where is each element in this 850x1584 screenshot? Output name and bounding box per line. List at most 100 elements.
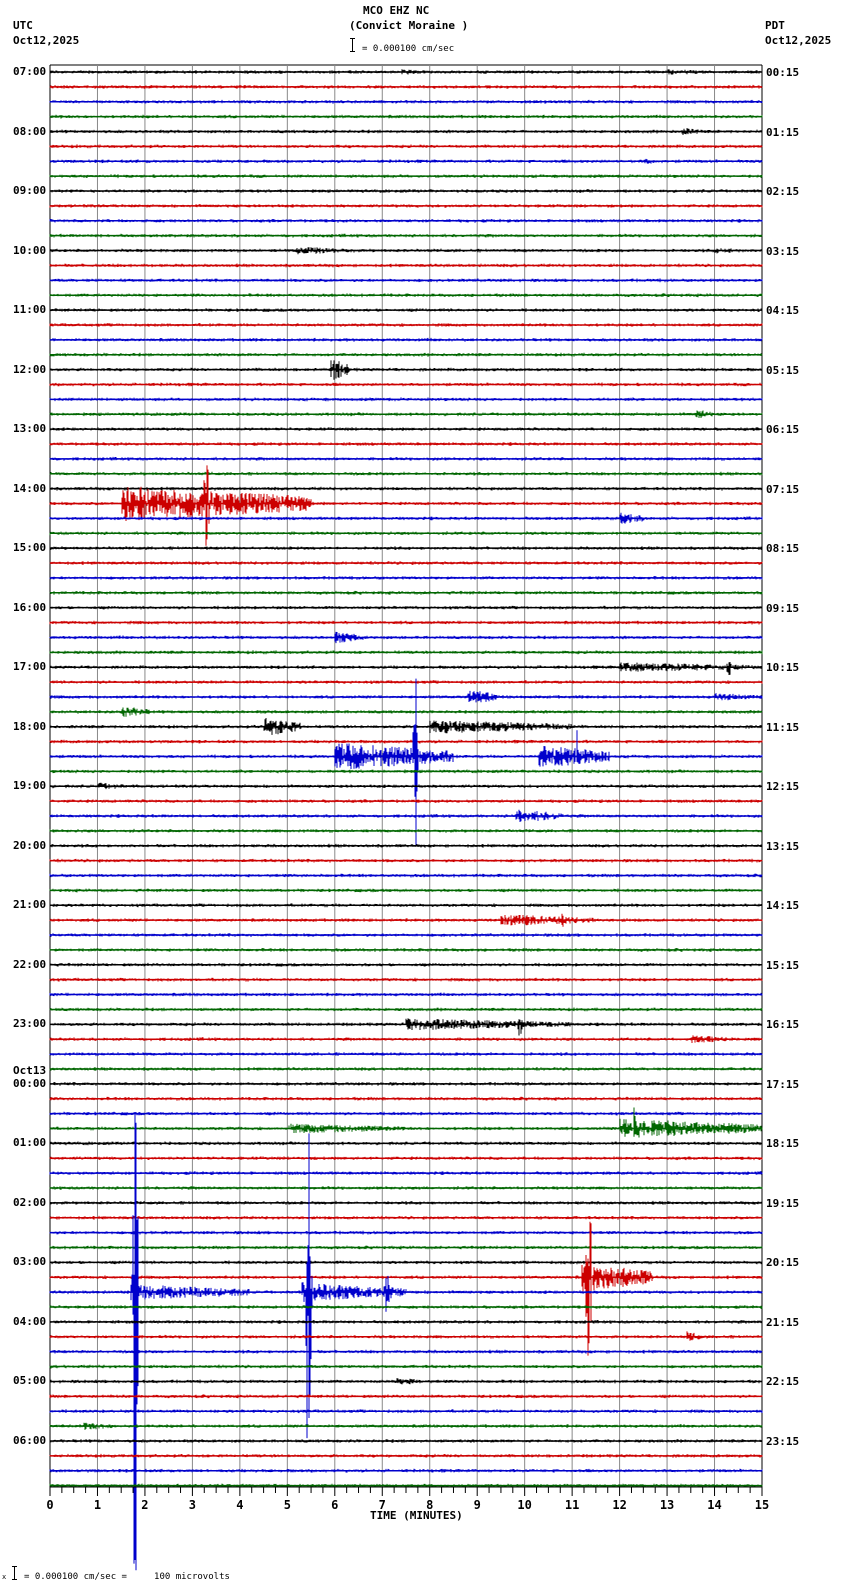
x-axis-label: TIME (MINUTES) [370,1509,463,1522]
trace-row [49,1200,763,1205]
utc-hour-label: 20:00 [13,838,47,852]
trace-row [49,382,763,387]
trace-row [49,323,763,327]
trace-row [49,247,763,255]
trace-row [49,1453,763,1458]
trace-row [49,144,763,149]
x-tick-label: 4 [236,1498,244,1512]
utc-hour-label: 18:00 [13,719,47,733]
trace-row [49,1320,763,1324]
date-change-label: Oct13 [13,1063,47,1077]
x-tick-label: 7 [378,1498,386,1512]
trace-row [49,1409,763,1414]
trace-row [49,1394,763,1399]
trace-row [49,933,763,937]
pdt-hour-label: 19:15 [766,1196,800,1210]
trace-row [49,590,763,595]
trace-row [49,1378,763,1385]
trace-row [49,605,763,610]
trace-row [49,471,763,476]
trace-row [49,828,763,833]
trace-row [49,680,763,684]
utc-hour-label: 03:00 [13,1255,47,1269]
pdt-hour-label: 04:15 [766,304,800,318]
pdt-hour-label: 11:15 [766,720,800,734]
utc-hour-label: 16:00 [13,600,47,614]
trace-row [49,531,763,536]
trace-row [49,992,763,997]
station-title: MCO EHZ NC [363,4,430,17]
utc-hour-label: 17:00 [13,660,47,674]
x-tick-label: 1 [93,1498,102,1512]
trace-row [49,858,763,863]
pdt-hour-label: 14:15 [766,899,800,913]
x-tick-label: 9 [473,1498,481,1512]
trace-row [49,1221,763,1356]
utc-hour-label: 00:00 [13,1076,47,1090]
trace-row [49,158,763,164]
trace-row [49,263,763,268]
trace-row [49,1141,763,1146]
utc-hour-label: 12:00 [13,362,47,376]
footer-scale-note: = 0.000100 cm/sec = 100 microvolts [24,1572,230,1582]
utc-hour-label: 11:00 [13,303,47,317]
pdt-hour-label: 15:15 [766,958,800,972]
trace-row [49,360,763,380]
utc-hour-label: 06:00 [13,1433,47,1447]
trace-row [49,873,763,878]
pdt-hour-label: 22:15 [766,1375,800,1389]
scale-label: = 0.000100 cm/sec [362,44,455,54]
pdt-hour-label: 08:15 [766,542,800,556]
scale-bar-cap-bottom [350,51,355,52]
trace-row [49,465,763,546]
utc-hour-label: 02:00 [13,1195,47,1209]
trace-row [49,843,763,848]
trace-row [49,1096,763,1101]
pdt-hour-label: 03:15 [766,244,800,258]
utc-hour-label: 22:00 [13,957,47,971]
pdt-hour-label: 02:15 [766,185,800,199]
trace-row [49,512,763,524]
trace-row [49,631,763,644]
utc-hour-label: 10:00 [13,243,47,257]
trace-row [49,1439,763,1443]
trace-row [49,1349,763,1354]
utc-hour-label: 14:00 [13,481,47,495]
pdt-hour-label: 07:15 [766,482,800,496]
trace-row [49,1230,763,1235]
footer-scale-cap-top [12,1566,17,1567]
x-tick-label: 12 [612,1498,627,1512]
trace-row [49,114,763,119]
trace-row [49,174,763,179]
trace-row [49,620,763,625]
trace-row [49,1483,763,1488]
trace-row [49,799,763,803]
trace-row [49,1331,763,1341]
trace-row [49,576,763,580]
pdt-hour-label: 20:15 [766,1256,800,1270]
trace-row [49,1067,763,1071]
trace-row [49,218,763,223]
pdt-hour-label: 05:15 [766,363,800,377]
trace-row [49,546,763,551]
trace-row [49,782,763,790]
trace-row [49,903,763,908]
pdt-hour-label: 23:15 [766,1434,800,1448]
footer-scale-cap-bottom [12,1579,17,1580]
left-date: Oct12,2025 [13,34,80,47]
utc-hour-label: 07:00 [13,65,47,78]
trace-row [49,204,763,208]
utc-hour-label: 01:00 [13,1136,47,1150]
trace-row [49,1422,763,1430]
x-tick-label: 10 [517,1498,532,1512]
trace-row [49,397,763,402]
trace-row [49,707,763,717]
trace-row [49,977,763,982]
trace-row [49,809,763,822]
x-tick-label: 13 [659,1498,675,1512]
footer-scale-bar-icon [14,1566,15,1580]
x-tick-label: 14 [707,1498,722,1512]
trace-row [49,486,763,491]
trace-row [49,293,763,298]
